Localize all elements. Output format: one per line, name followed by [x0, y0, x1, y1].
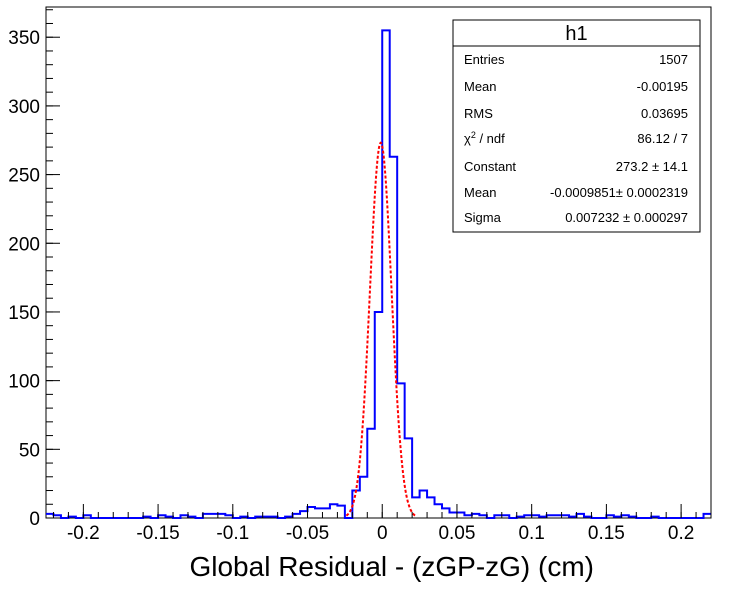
histogram-series-h1: [46, 29, 711, 519]
gaussian-fit-curve: [345, 141, 417, 517]
y-axis-ticks: 0 50 100 150 200 250 300 350: [8, 9, 60, 530]
x-tick-label: -0.15: [136, 523, 179, 544]
x-tick-label: 0.2: [668, 523, 694, 544]
plot-frame: [45, 6, 712, 519]
x-axis-ticks: -0.2 -0.15 -0.1 -0.05 0 0.05 0.1 0.15 0.2: [52, 504, 712, 544]
stats-row-label: Mean: [464, 185, 497, 200]
y-tick-label: 100: [8, 372, 40, 393]
y-tick-label: 200: [8, 234, 40, 255]
plot-area: -0.2 -0.15 -0.1 -0.05 0 0.05 0.1 0.15 0.2 0 50 100 1…: [8, 6, 712, 582]
x-axis-title: Global Residual - (zGP-zG) (cm): [189, 551, 594, 582]
stats-box-frame: [452, 19, 701, 233]
stats-row-value: -0.0009851± 0.0002319: [550, 185, 688, 200]
stats-row-label: χ2 / ndf: [464, 130, 505, 146]
stats-row-label: Constant: [464, 159, 516, 174]
stats-row-value: 86.12 / 7: [637, 131, 688, 146]
x-tick-label: -0.05: [286, 523, 329, 544]
stats-box: h1 Entries 1507 Mean -0.00195 RMS 0.03695 χ2 /…: [452, 19, 701, 233]
stats-row-label: RMS: [464, 106, 493, 121]
y-tick-label: 250: [8, 166, 40, 187]
y-tick-label: 150: [8, 303, 40, 324]
stats-row-label: Mean: [464, 79, 497, 94]
x-tick-label: -0.1: [216, 523, 249, 544]
stats-row-value: 1507: [659, 52, 688, 67]
x-tick-label: 0: [377, 523, 388, 544]
x-tick-label: 0.15: [588, 523, 625, 544]
x-tick-label: 0.1: [518, 523, 544, 544]
y-tick-label: 0: [29, 509, 40, 530]
y-tick-label: 300: [8, 97, 40, 118]
x-tick-label: -0.2: [67, 523, 100, 544]
stats-box-title: h1: [565, 23, 587, 45]
stats-rows: Entries 1507 Mean -0.00195 RMS 0.03695 χ2 / nd…: [464, 52, 688, 225]
stats-row-value: 0.007232 ± 0.000297: [565, 210, 688, 225]
stats-row-value: 273.2 ± 14.1: [616, 159, 688, 174]
stats-row-value: 0.03695: [641, 106, 688, 121]
y-tick-label: 50: [19, 440, 40, 461]
stats-row-value: -0.00195: [637, 79, 688, 94]
stats-row-label: Sigma: [464, 210, 502, 225]
x-tick-label: 0.05: [438, 523, 475, 544]
stats-row-label: Entries: [464, 52, 505, 67]
y-tick-label: 350: [8, 28, 40, 49]
